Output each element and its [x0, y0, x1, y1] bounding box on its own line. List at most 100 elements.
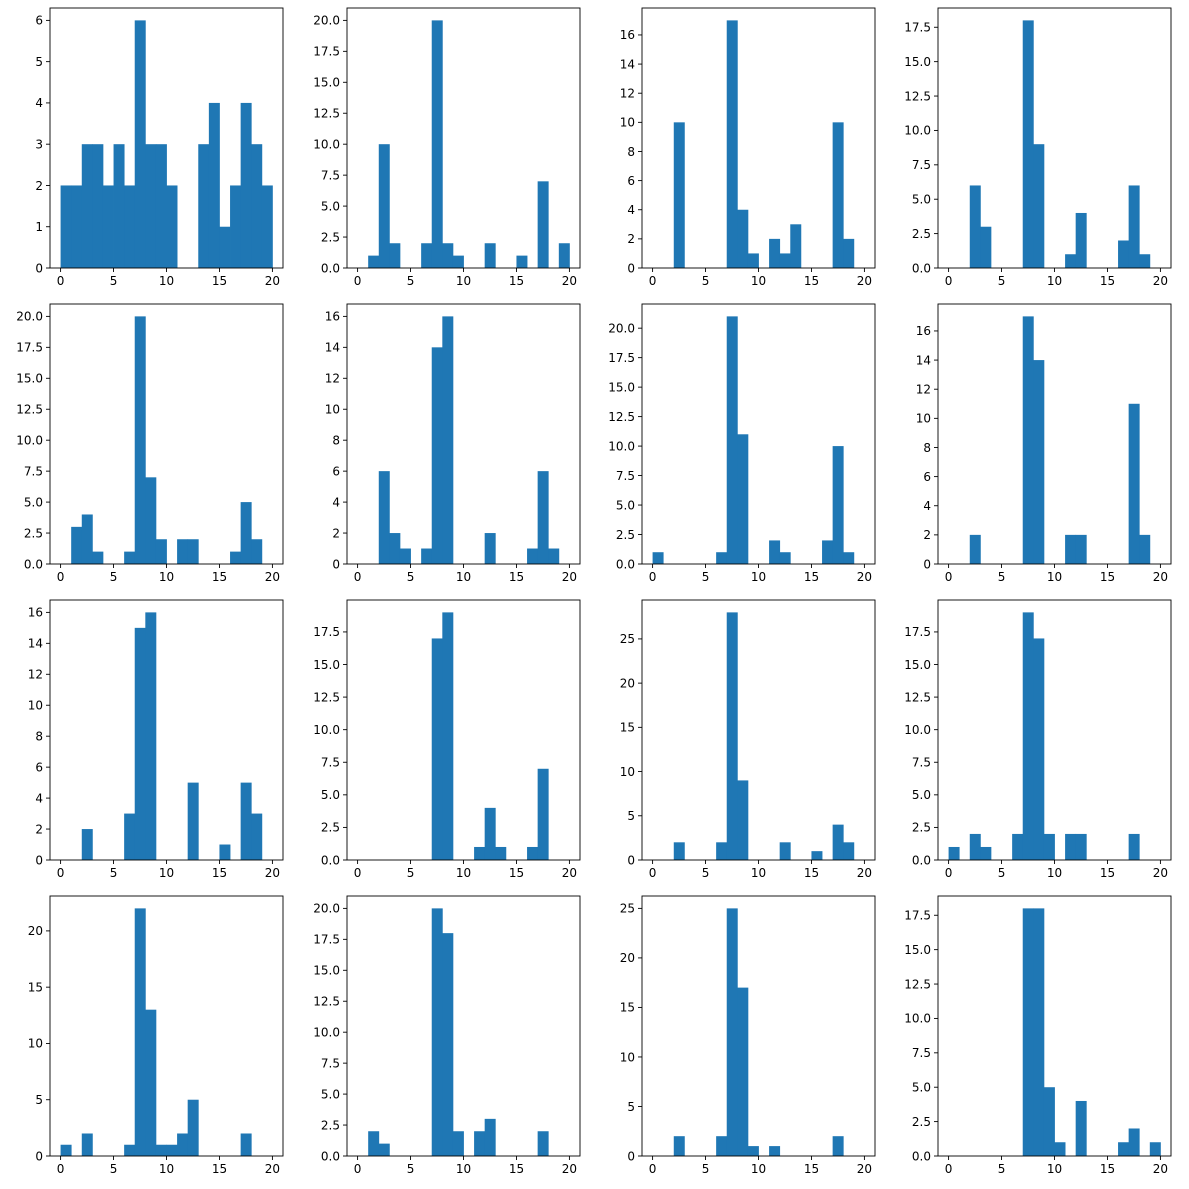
- histogram-bar: [431, 20, 443, 268]
- x-tick-label: 15: [509, 866, 524, 880]
- x-tick-label: 5: [407, 1162, 415, 1176]
- y-tick-label: 25: [620, 632, 635, 646]
- histogram-bar: [716, 552, 728, 564]
- y-tick-label: 17.5: [608, 351, 635, 365]
- x-tick-label: 15: [1100, 866, 1115, 880]
- histogram-bar: [81, 144, 93, 268]
- y-tick-label: 10.0: [313, 137, 340, 151]
- y-tick-label: 10: [620, 116, 635, 130]
- histogram-bar: [737, 780, 749, 860]
- histogram-bar: [484, 533, 496, 564]
- y-tick-label: 12.5: [608, 410, 635, 424]
- y-tick-label: 5: [627, 1100, 635, 1114]
- x-tick-label: 5: [998, 1162, 1006, 1176]
- y-tick-label: 15: [620, 1001, 635, 1015]
- histogram-bar: [769, 1146, 781, 1156]
- histogram-bar: [832, 122, 844, 268]
- x-tick-label: 5: [407, 274, 415, 288]
- histogram-bar: [969, 534, 981, 564]
- y-tick-label: 0: [627, 853, 635, 867]
- histogram-bar: [81, 514, 93, 564]
- x-tick-label: 0: [945, 1162, 953, 1176]
- x-tick-label: 0: [354, 1162, 362, 1176]
- y-tick-label: 20.0: [313, 902, 340, 916]
- histogram-bar: [145, 1009, 157, 1156]
- y-tick-label: 20: [28, 924, 43, 938]
- y-tick-label: 0.0: [24, 557, 43, 571]
- histogram-bar: [134, 20, 146, 268]
- x-tick-label: 10: [159, 866, 174, 880]
- histogram-bar: [474, 846, 486, 860]
- histogram-panel-4: 0 5 10 15 20 0.0 2.5 5.0 7.5 10.0 12.5 15.0 17.5: [904, 7, 1172, 288]
- histogram-bar: [92, 551, 104, 564]
- histogram-bar: [389, 533, 401, 564]
- x-tick-label: 5: [110, 570, 118, 584]
- histogram-bar: [261, 185, 273, 268]
- histogram-bar: [251, 144, 263, 268]
- x-tick-label: 20: [1153, 570, 1168, 584]
- y-tick-label: 2.5: [912, 227, 931, 241]
- x-tick-label: 20: [1153, 1162, 1168, 1176]
- x-tick-label: 10: [159, 274, 174, 288]
- histogram-bar: [726, 908, 738, 1156]
- y-tick-label: 0.0: [912, 261, 931, 275]
- x-tick-label: 5: [110, 274, 118, 288]
- histogram-bar: [1075, 833, 1087, 860]
- x-tick-label: 10: [456, 866, 471, 880]
- histogram-bar: [1128, 1128, 1140, 1156]
- x-tick-label: 10: [456, 274, 471, 288]
- histogram-bar: [134, 316, 146, 564]
- y-tick-label: 16: [28, 606, 43, 620]
- histogram-bar: [716, 1136, 728, 1156]
- histogram-bar: [779, 552, 791, 564]
- y-tick-label: 7.5: [912, 756, 931, 770]
- histogram-panel-6: 0 5 10 15 20 0 2 4 6 8 10 12 14 16: [325, 303, 581, 584]
- histogram-bar: [747, 1146, 759, 1156]
- histogram-bar: [1065, 534, 1077, 564]
- x-tick-label: 15: [212, 866, 227, 880]
- histogram-bar: [378, 144, 390, 268]
- x-tick-label: 20: [857, 274, 872, 288]
- y-tick-label: 0: [627, 261, 635, 275]
- histogram-bar: [726, 316, 738, 564]
- x-tick-label: 15: [212, 1162, 227, 1176]
- histogram-bar: [548, 548, 560, 564]
- x-tick-label: 0: [354, 570, 362, 584]
- y-tick-label: 17.5: [313, 625, 340, 639]
- x-tick-label: 10: [1047, 1162, 1062, 1176]
- y-tick-label: 4: [627, 203, 635, 217]
- histogram-bar: [124, 185, 136, 268]
- histogram-bar: [843, 238, 855, 268]
- histogram-bar: [155, 539, 167, 564]
- histogram-bar: [452, 1131, 464, 1156]
- y-tick-label: 17.5: [313, 933, 340, 947]
- histogram-bar: [431, 638, 443, 860]
- histogram-bar: [187, 1099, 199, 1156]
- x-tick-label: 10: [1047, 274, 1062, 288]
- x-tick-label: 0: [57, 1162, 65, 1176]
- y-tick-label: 10.0: [904, 1012, 931, 1026]
- y-tick-label: 0.0: [912, 853, 931, 867]
- x-tick-label: 10: [1047, 570, 1062, 584]
- histogram-bar: [60, 185, 72, 268]
- y-tick-label: 12.5: [904, 690, 931, 704]
- histogram-bar: [1043, 833, 1055, 860]
- histogram-bar: [779, 253, 791, 268]
- histogram-bar: [431, 908, 443, 1156]
- histogram-bar: [673, 1136, 685, 1156]
- y-tick-label: 0.0: [321, 853, 340, 867]
- y-tick-label: 0: [35, 853, 43, 867]
- y-tick-label: 20.0: [313, 14, 340, 28]
- histogram-panel-9: 0 5 10 15 20 0 2 4 6 8 10 12 14 16: [28, 599, 284, 880]
- histogram-bar: [240, 102, 252, 268]
- histogram-bar: [1139, 254, 1151, 268]
- histogram-bar: [1043, 1087, 1055, 1156]
- y-tick-label: 2.5: [321, 1118, 340, 1132]
- y-tick-label: 2: [35, 822, 43, 836]
- histogram-bar: [1075, 212, 1087, 268]
- histogram-bar: [208, 102, 220, 268]
- x-tick-label: 15: [804, 274, 819, 288]
- histogram-bar: [652, 552, 664, 564]
- x-tick-label: 15: [509, 1162, 524, 1176]
- x-tick-label: 5: [702, 1162, 710, 1176]
